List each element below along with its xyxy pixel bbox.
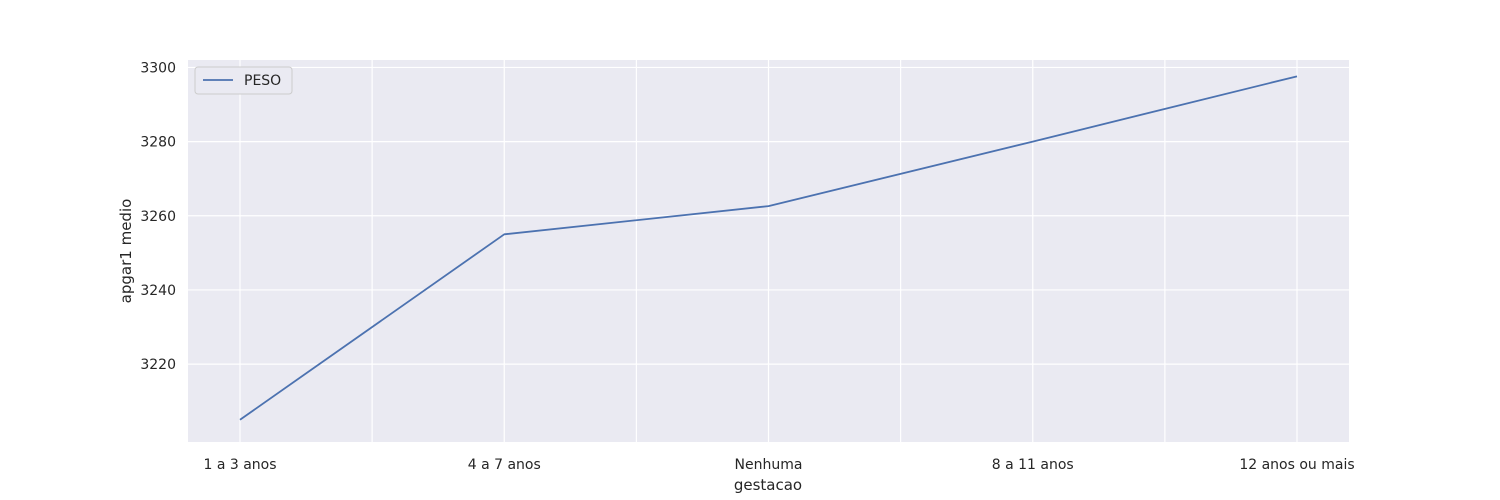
x-tick-label: 12 anos ou mais bbox=[1239, 457, 1354, 473]
tick-labels: 3220 3240 3260 3280 3300 1 a 3 anos 4 a 7 anos… bbox=[140, 60, 1354, 473]
y-tick-label: 3280 bbox=[140, 135, 176, 151]
legend: PESO bbox=[194, 66, 293, 95]
x-tick-label: Nenhuma bbox=[735, 457, 803, 473]
legend-label-peso: PESO bbox=[244, 73, 281, 89]
series-layer bbox=[239, 75, 1298, 421]
y-tick-label: 3300 bbox=[140, 60, 176, 76]
x-tick-label: 8 a 11 anos bbox=[992, 457, 1074, 473]
y-tick-label: 3240 bbox=[140, 283, 176, 299]
x-tick-label: 1 a 3 anos bbox=[203, 457, 276, 473]
grid-lines bbox=[188, 60, 1349, 442]
y-tick-label: 3260 bbox=[140, 209, 176, 225]
x-tick-label: 4 a 7 anos bbox=[468, 457, 541, 473]
legend-box bbox=[194, 66, 293, 95]
y-tick-label: 3220 bbox=[140, 357, 176, 373]
y-axis-label: apgar1 medio bbox=[117, 199, 135, 304]
x-axis-label: gestacao bbox=[734, 476, 802, 494]
